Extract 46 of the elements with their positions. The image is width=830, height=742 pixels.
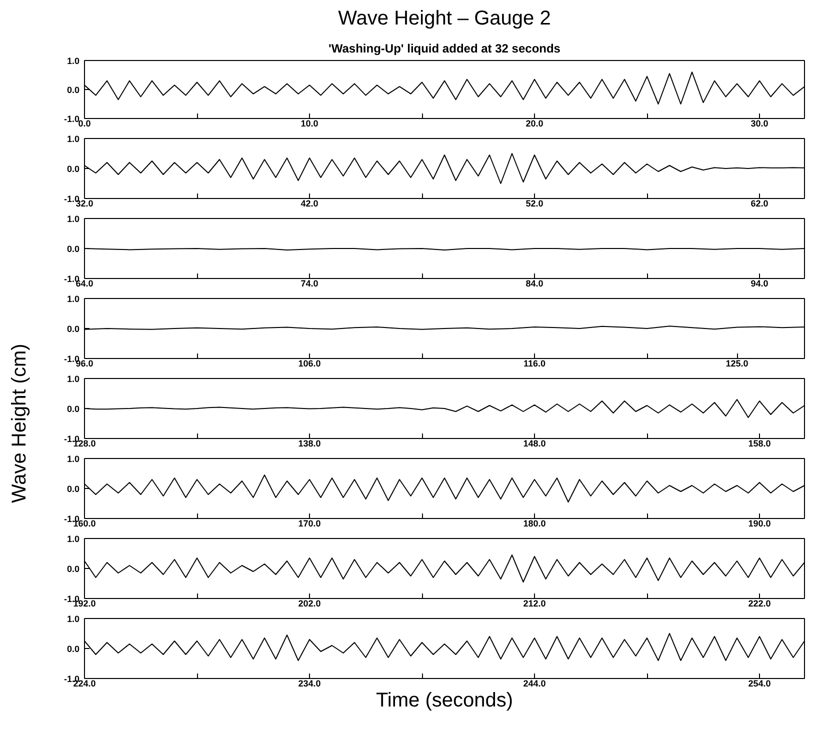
- x-tick-label: 222.0: [748, 598, 771, 608]
- x-tick-label: 116.0: [523, 358, 546, 368]
- y-tick-label: 0.0: [66, 85, 80, 95]
- y-tick-label: 0.0: [66, 484, 80, 494]
- y-tick-label: 1.0: [66, 214, 80, 224]
- y-tick-label: 0.0: [66, 564, 80, 574]
- x-tick-label: 10.0: [300, 118, 318, 128]
- x-tick-label: 254.0: [748, 678, 771, 688]
- y-tick-label: 0.0: [66, 644, 80, 654]
- x-tick-label: 62.0: [750, 198, 768, 208]
- x-tick-label: 84.0: [526, 278, 544, 288]
- x-tick-label: 20.0: [526, 118, 544, 128]
- chart-subtitle: 'Washing-Up' liquid added at 32 seconds: [328, 42, 561, 56]
- x-tick-label: 42.0: [300, 198, 318, 208]
- y-tick-label: 0.0: [66, 164, 80, 174]
- x-tick-label: 94.0: [750, 278, 768, 288]
- y-tick-label: 1.0: [66, 614, 80, 624]
- y-tick-label: 1.0: [66, 56, 80, 66]
- x-tick-label: 138.0: [298, 438, 321, 448]
- x-tick-label: 244.0: [523, 678, 546, 688]
- y-tick-label: 0.0: [66, 324, 80, 334]
- x-axis-title: Time (seconds): [376, 690, 514, 712]
- y-axis-title: Wave Height (cm): [8, 343, 32, 503]
- x-tick-label: 170.0: [298, 518, 321, 528]
- x-tick-label: 180.0: [523, 518, 546, 528]
- x-tick-label: 190.0: [748, 518, 771, 528]
- x-tick-label: 74.0: [300, 278, 318, 288]
- chart-title: Wave Height – Gauge 2: [338, 8, 551, 30]
- y-tick-label: 1.0: [66, 294, 80, 304]
- x-tick-label: 202.0: [298, 598, 321, 608]
- y-tick-label: -1.0: [64, 114, 80, 124]
- x-tick-label: 30.0: [750, 118, 768, 128]
- y-tick-label: 1.0: [66, 374, 80, 384]
- x-tick-label: 148.0: [523, 438, 546, 448]
- x-tick-label: 234.0: [298, 678, 321, 688]
- y-tick-label: 1.0: [66, 454, 80, 464]
- x-tick-label: 52.0: [526, 198, 544, 208]
- x-tick-label: 106.0: [298, 358, 321, 368]
- y-tick-label: 0.0: [66, 244, 80, 254]
- x-tick-label: 212.0: [523, 598, 546, 608]
- x-tick-label: 158.0: [748, 438, 771, 448]
- y-tick-label: 0.0: [66, 404, 80, 414]
- x-tick-label: 0.0: [78, 118, 91, 128]
- y-tick-label: 1.0: [66, 534, 80, 544]
- x-tick-label: 125.0: [726, 358, 748, 368]
- y-tick-label: 1.0: [66, 134, 80, 144]
